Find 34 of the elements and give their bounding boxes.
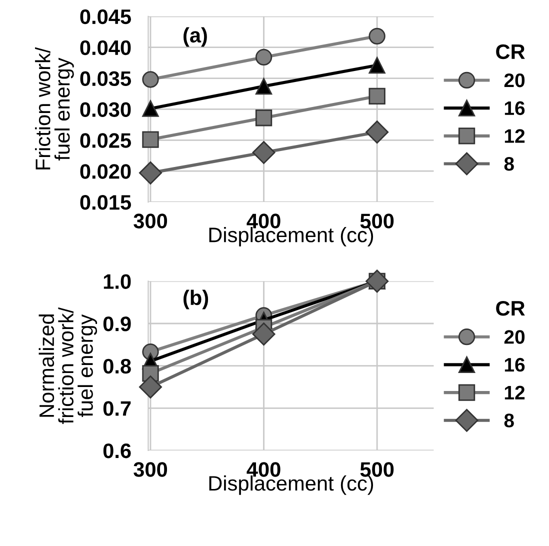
y-axis-title: Friction work/ fuel energy <box>35 47 74 170</box>
legend-title: CR <box>496 44 525 60</box>
y-tick-label: 0.035 <box>80 71 131 86</box>
annotation: (a) <box>184 27 207 47</box>
y-tick-label: 0.030 <box>80 102 131 117</box>
y-tick-label: 0.8 <box>103 358 131 374</box>
y-axis-title: Normalized friction work/ fuel energy <box>38 307 98 424</box>
x-tick-label: 500 <box>360 214 394 228</box>
y-tick-label: 0.020 <box>80 164 131 179</box>
x-tick-label: 400 <box>246 214 280 228</box>
legend-label: 12 <box>504 386 525 400</box>
x-axis-title: Displacement (cc) <box>209 475 374 495</box>
legend-label: 8 <box>504 414 514 428</box>
x-axis-title: Displacement (cc) <box>209 226 374 246</box>
x-tick-label: 300 <box>134 214 168 228</box>
annotation: (b) <box>184 290 208 310</box>
y-tick-label: 0.7 <box>103 401 131 416</box>
y-tick-label: 0.025 <box>80 133 131 148</box>
legend-label: 8 <box>504 156 514 171</box>
legend-label: 20 <box>504 73 525 88</box>
y-tick-label: 0.6 <box>103 443 131 458</box>
y-tick-label: 0.045 <box>80 9 131 24</box>
y-tick-label: 1.0 <box>104 274 131 289</box>
legend-title: CR <box>496 300 525 316</box>
legend-label: 16 <box>504 358 525 372</box>
legend-label: 12 <box>504 129 525 143</box>
x-tick-label: 500 <box>360 462 394 477</box>
x-tick-label: 300 <box>134 462 168 477</box>
legend-label: 20 <box>504 330 525 344</box>
y-tick-label: 0.015 <box>80 195 131 210</box>
y-tick-label: 0.9 <box>103 316 131 332</box>
y-tick-label: 0.040 <box>80 40 131 56</box>
legend-label: 16 <box>504 101 525 116</box>
x-tick-label: 400 <box>246 462 280 477</box>
